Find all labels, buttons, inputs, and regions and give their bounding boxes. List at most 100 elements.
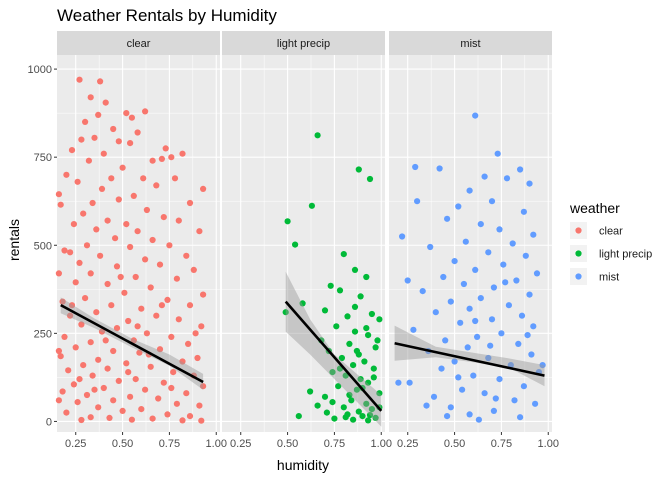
data-point <box>140 175 147 182</box>
data-point <box>412 163 419 171</box>
data-point <box>198 323 205 330</box>
data-point <box>80 210 87 217</box>
data-point <box>89 199 96 207</box>
data-point <box>370 365 377 372</box>
data-point <box>363 400 370 407</box>
data-point <box>366 412 374 419</box>
data-point <box>447 298 454 305</box>
data-point <box>282 309 289 316</box>
data-point <box>346 391 353 399</box>
regression-line <box>60 304 204 384</box>
legend-title: weather <box>569 200 620 216</box>
data-point <box>112 235 119 242</box>
data-point <box>520 383 528 390</box>
data-point <box>80 362 87 369</box>
data-point <box>363 273 370 281</box>
data-point <box>365 417 372 424</box>
data-point <box>100 150 107 157</box>
x-tick-label: 0.50 <box>277 438 298 450</box>
data-point <box>68 147 76 154</box>
data-point <box>186 199 194 207</box>
y-tick-label: 0 <box>46 416 52 428</box>
data-point <box>136 349 143 356</box>
data-point <box>196 228 203 235</box>
data-point <box>503 175 511 182</box>
x-tick-label: 0.75 <box>159 438 180 450</box>
data-point <box>368 310 375 318</box>
data-point <box>104 280 111 288</box>
data-point <box>533 270 541 277</box>
data-point <box>323 409 330 416</box>
data-point <box>149 157 156 164</box>
data-point <box>98 185 106 192</box>
data-point <box>168 333 175 340</box>
data-point <box>55 270 63 277</box>
data-point <box>530 323 537 330</box>
data-point <box>143 206 150 214</box>
data-point <box>447 404 454 411</box>
data-point <box>168 384 175 392</box>
data-point <box>485 354 492 362</box>
data-point <box>128 114 135 121</box>
data-point <box>74 178 81 185</box>
data-point <box>376 316 383 323</box>
data-point <box>502 279 509 286</box>
data-point <box>498 330 505 337</box>
data-point <box>496 376 503 383</box>
data-point <box>186 302 194 309</box>
data-point <box>513 277 520 284</box>
data-point <box>292 241 299 248</box>
data-point <box>357 293 364 300</box>
data-point <box>488 316 496 323</box>
data-point <box>55 347 63 355</box>
legend: weather clear light precip mist <box>569 200 652 285</box>
data-point <box>432 309 439 316</box>
data-point <box>365 332 372 339</box>
data-point <box>314 402 321 409</box>
data-point <box>342 372 349 379</box>
data-point <box>466 411 473 418</box>
data-point <box>95 111 102 118</box>
data-point <box>72 344 79 351</box>
data-point <box>423 402 430 409</box>
x-tick-label: 1.00 <box>538 438 559 450</box>
data-point <box>186 413 194 420</box>
data-point <box>63 171 70 178</box>
data-point <box>160 379 167 386</box>
data-point <box>329 369 336 376</box>
data-point <box>89 372 96 379</box>
data-point <box>355 408 362 415</box>
x-tick-label: 0.75 <box>324 438 345 450</box>
data-point <box>74 399 81 406</box>
data-point <box>496 226 503 233</box>
data-point <box>404 277 411 284</box>
data-point <box>95 404 102 411</box>
data-point <box>321 307 329 314</box>
data-point <box>340 404 347 411</box>
data-point <box>108 302 115 309</box>
data-point <box>444 413 451 420</box>
data-point <box>153 312 160 319</box>
data-point <box>485 249 492 256</box>
data-point <box>67 249 74 256</box>
data-point <box>108 175 115 182</box>
data-point <box>414 198 421 205</box>
x-axis-ticks: 0.25 0.50 0.75 1.00 0.25 0.50 0.75 1.00 0.25 0.50… <box>65 432 559 450</box>
data-point <box>125 369 132 376</box>
data-point <box>355 166 362 173</box>
data-point <box>179 150 186 157</box>
data-point <box>185 340 192 347</box>
data-point <box>340 251 347 258</box>
data-point <box>524 332 531 339</box>
data-point <box>113 263 121 270</box>
data-point <box>123 221 130 228</box>
data-point <box>492 395 499 402</box>
data-point <box>115 196 122 203</box>
data-point <box>156 346 164 353</box>
data-point <box>153 182 160 189</box>
data-point <box>104 365 111 372</box>
data-point <box>164 411 171 418</box>
data-point <box>200 383 207 390</box>
data-point <box>475 416 482 423</box>
data-point <box>100 384 107 392</box>
